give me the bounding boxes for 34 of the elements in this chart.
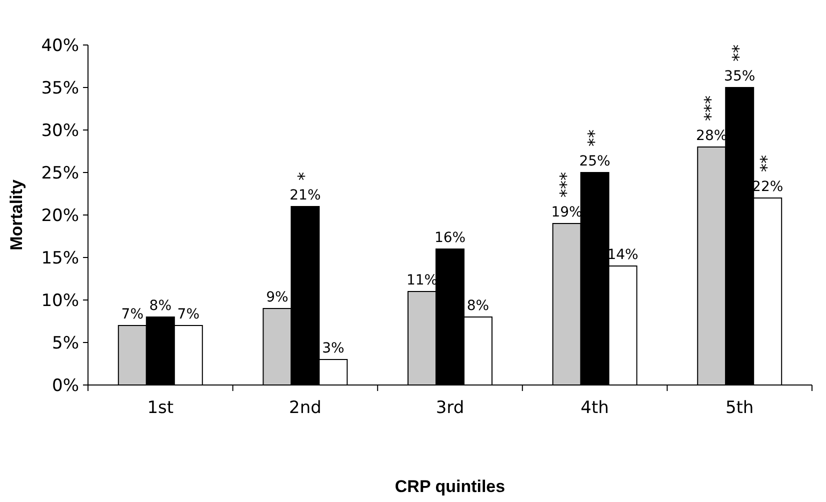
data-label: 7% xyxy=(177,306,200,322)
data-label: 8% xyxy=(149,298,172,314)
data-label: 16% xyxy=(434,230,466,246)
annotation: ** xyxy=(584,130,605,146)
data-label: 21% xyxy=(290,188,321,204)
annotation: ** xyxy=(758,155,778,172)
x-tick-label: 5th xyxy=(725,398,754,418)
data-label: 7% xyxy=(121,306,144,322)
x-tick-label: 1st xyxy=(147,398,174,418)
annotation: *** xyxy=(702,96,722,121)
y-tick-label: 35% xyxy=(41,78,79,98)
annotation: * xyxy=(295,172,316,180)
data-label: 19% xyxy=(551,204,582,220)
y-tick-label: 20% xyxy=(41,206,79,226)
x-tick-label: 4th xyxy=(580,398,609,418)
data-label: 8% xyxy=(466,298,490,314)
y-tick-label: 0% xyxy=(52,376,79,396)
y-tick-label: 10% xyxy=(41,290,79,311)
y-tick-label: 25% xyxy=(41,163,79,184)
annotation: *** xyxy=(556,172,577,198)
data-label: 35% xyxy=(724,68,756,84)
data-label: 25% xyxy=(579,154,610,170)
x-axis-title: CRP quintiles xyxy=(394,477,506,496)
x-tick-label: 2nd xyxy=(289,398,322,418)
y-tick-label: 30% xyxy=(41,120,79,141)
y-tick-label: 40% xyxy=(41,36,79,56)
y-tick-label: 15% xyxy=(41,248,79,268)
x-tick-label: 3rd xyxy=(436,398,464,418)
data-label: 3% xyxy=(322,340,344,356)
annotation: ** xyxy=(730,44,750,62)
data-label: 9% xyxy=(266,290,288,306)
y-axis-title: Mortality xyxy=(7,179,26,250)
data-label: 22% xyxy=(752,179,784,195)
y-tick-label: 5% xyxy=(52,333,79,354)
